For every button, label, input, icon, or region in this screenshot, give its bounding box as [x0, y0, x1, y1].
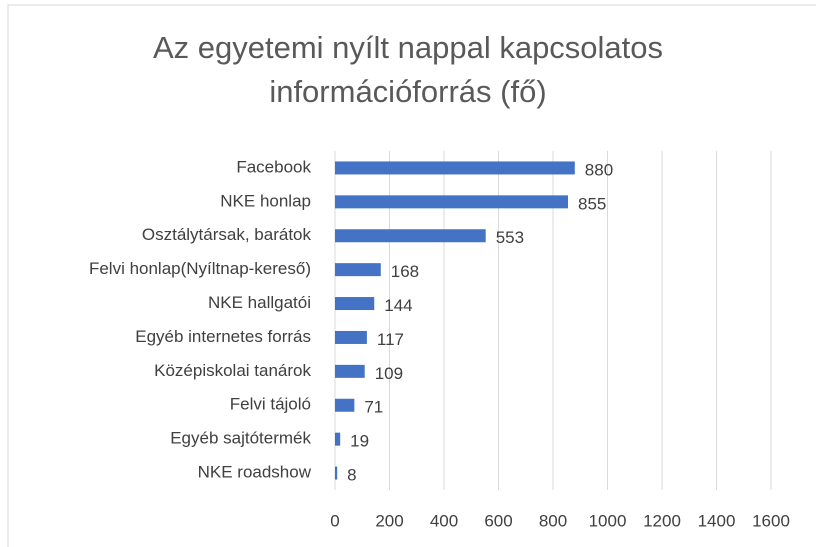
bar [335, 330, 367, 344]
y-tick-label: Egyéb sajtótermék [170, 429, 311, 448]
y-tick-label: Felvi tájoló [230, 395, 311, 414]
bar [335, 466, 338, 480]
y-tick-label: Egyéb internetes forrás [135, 327, 311, 346]
data-label: 144 [384, 296, 412, 315]
data-label: 109 [375, 364, 403, 383]
x-tick-label: 0 [330, 511, 339, 530]
y-tick-label: NKE honlap [220, 191, 311, 210]
x-tick-label: 1200 [643, 511, 681, 530]
chart-border [7, 4, 816, 547]
y-tick-label: Felvi honlap(Nyíltnap-kereső) [89, 259, 311, 278]
y-tick-label: Facebook [236, 157, 311, 176]
x-tick-label: 400 [430, 511, 458, 530]
bar [335, 161, 575, 175]
x-tick-label: 600 [484, 511, 512, 530]
bar [335, 398, 355, 412]
data-label: 855 [578, 194, 606, 213]
x-tick-label: 1600 [752, 511, 790, 530]
data-label: 71 [364, 398, 383, 417]
x-tick-label: 1400 [698, 511, 736, 530]
bar [335, 432, 341, 446]
data-label: 880 [585, 160, 613, 179]
y-tick-label: Középiskolai tanárok [154, 361, 311, 380]
y-tick-label: NKE hallgatói [208, 293, 311, 312]
bar [335, 229, 486, 243]
data-label: 19 [350, 432, 369, 451]
y-tick-label: NKE roadshow [198, 463, 312, 482]
y-tick-label: Osztálytársak, barátok [142, 225, 312, 244]
bar [335, 297, 375, 311]
bar [335, 195, 568, 209]
bar [335, 263, 381, 277]
x-tick-label: 1000 [589, 511, 627, 530]
data-label: 8 [347, 466, 356, 485]
data-label: 168 [391, 262, 419, 281]
chart-title: Az egyetemi nyílt nappal kapcsolatos inf… [152, 30, 664, 109]
data-label: 117 [377, 330, 404, 349]
data-label: 553 [496, 228, 524, 247]
bar [335, 364, 365, 378]
x-tick-label: 200 [375, 511, 403, 530]
x-tick-label: 800 [539, 511, 567, 530]
